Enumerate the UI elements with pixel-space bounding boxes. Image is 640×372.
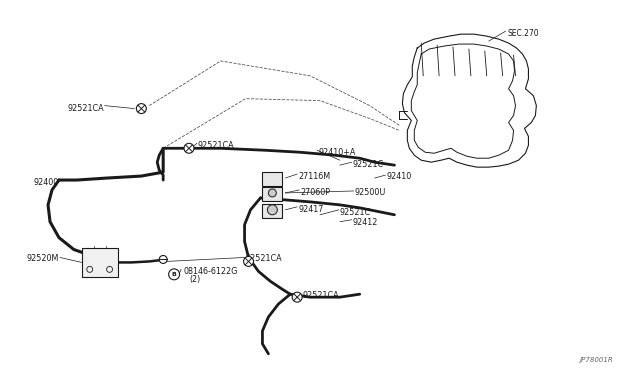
Text: 27060P: 27060P [300,188,330,197]
Circle shape [292,292,302,302]
Text: 27116M: 27116M [298,172,330,181]
FancyBboxPatch shape [262,187,282,201]
Circle shape [268,205,277,215]
Text: JP78001R: JP78001R [579,357,612,363]
Text: 92410+A: 92410+A [318,148,355,157]
FancyBboxPatch shape [262,204,282,218]
Text: B: B [172,272,177,277]
Text: (2): (2) [189,275,200,284]
Text: 92412: 92412 [353,218,378,227]
Text: 92400: 92400 [34,178,59,187]
Circle shape [159,256,167,263]
Circle shape [168,269,180,280]
Text: 92521C: 92521C [340,208,371,217]
Text: SEC.270: SEC.270 [508,29,540,38]
Text: 92521CA: 92521CA [68,104,104,113]
Circle shape [244,256,253,266]
Text: 92500U: 92500U [355,188,386,197]
Text: 92521CA: 92521CA [246,254,282,263]
FancyBboxPatch shape [82,247,118,277]
Text: 92410: 92410 [387,172,412,181]
Text: 92417: 92417 [298,205,324,214]
Text: 92520M: 92520M [27,254,59,263]
Circle shape [136,104,147,113]
FancyBboxPatch shape [262,172,282,186]
Circle shape [184,143,194,153]
Circle shape [268,189,276,197]
Text: 92521CA: 92521CA [198,141,234,150]
Text: 92521CA: 92521CA [302,291,339,300]
Text: 92521C: 92521C [353,160,384,169]
Text: 08146-6122G: 08146-6122G [183,267,237,276]
